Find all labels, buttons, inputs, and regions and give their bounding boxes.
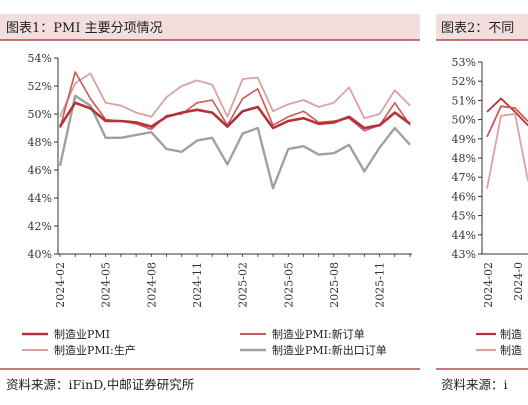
right-y-tick-label: 49% xyxy=(452,133,476,146)
left-series-line-2 xyxy=(59,72,411,120)
right-y-tick-label: 48% xyxy=(452,152,476,165)
right-y-tick-label: 50% xyxy=(452,114,476,127)
left-x-tick-label: 2025-05 xyxy=(282,262,295,308)
right-chart-title: 图表2：不同 xyxy=(441,21,514,36)
left-x-tick-label: 2024-05 xyxy=(100,262,113,308)
left-y-tick-label: 40% xyxy=(28,248,52,261)
left-y-tick-label: 46% xyxy=(28,164,52,177)
right-x-tick-label: 2024-02 xyxy=(482,262,495,308)
left-chart-title: 图表1：PMI 主要分项情况 xyxy=(6,21,163,36)
left-series-line-0 xyxy=(58,101,411,130)
left-legend-label: 制造业PMI:新出口订单 xyxy=(272,343,387,357)
left-y-tick-label: 54% xyxy=(28,52,52,65)
right-y-tick-label: 46% xyxy=(452,190,476,203)
left-x-tick-label: 2025-11 xyxy=(374,262,387,308)
right-series-line-1 xyxy=(486,105,528,138)
right-y-tick-label: 52% xyxy=(452,75,476,88)
right-header-band xyxy=(436,14,528,40)
right-y-tick-label: 43% xyxy=(452,248,476,261)
right-y-tick-label: 45% xyxy=(452,210,476,223)
right-y-tick-label: 53% xyxy=(452,56,476,69)
left-x-tick-label: 2024-02 xyxy=(54,262,67,308)
left-y-tick-label: 50% xyxy=(28,108,52,121)
left-y-tick-label: 42% xyxy=(28,220,52,233)
left-legend-label: 制造业PMI:新订单 xyxy=(272,327,365,341)
left-y-tick-label: 52% xyxy=(28,80,52,93)
right-legend-label: 制造 xyxy=(500,343,522,357)
left-legend-label: 制造业PMI:生产 xyxy=(54,343,136,357)
left-y-tick-label: 48% xyxy=(28,136,52,149)
right-chart: 43%44%45%46%47%48%49%50%51%52%53%2024-02… xyxy=(452,56,528,308)
left-x-tick-label: 2024-11 xyxy=(191,262,204,308)
left-series-line-3 xyxy=(58,94,411,190)
left-x-tick-label: 2024-08 xyxy=(145,262,158,308)
left-x-tick-label: 2025-08 xyxy=(328,262,341,308)
left-x-tick-label: 2025-02 xyxy=(237,262,250,308)
left-chart: 40% 42% 44% 46% 48% 50% 52% 54% 2024-02 2024-05 20… xyxy=(28,52,412,308)
right-y-tick-label: 47% xyxy=(452,171,476,184)
left-header-band xyxy=(0,14,420,40)
left-y-tick-label: 44% xyxy=(28,192,52,205)
right-x-tick-label: 2024-0 xyxy=(512,262,525,301)
right-series-line-0 xyxy=(486,97,528,127)
left-source-note: 资料来源：iFinD,中邮证券研究所 xyxy=(6,377,194,392)
right-series-line-2 xyxy=(486,112,528,189)
left-legend-label: 制造业PMI xyxy=(54,327,110,341)
right-legend-label: 制造 xyxy=(500,327,522,341)
right-y-tick-label: 44% xyxy=(452,229,476,242)
right-y-tick-label: 51% xyxy=(452,94,476,107)
right-source-note: 资料来源：i xyxy=(441,377,508,392)
